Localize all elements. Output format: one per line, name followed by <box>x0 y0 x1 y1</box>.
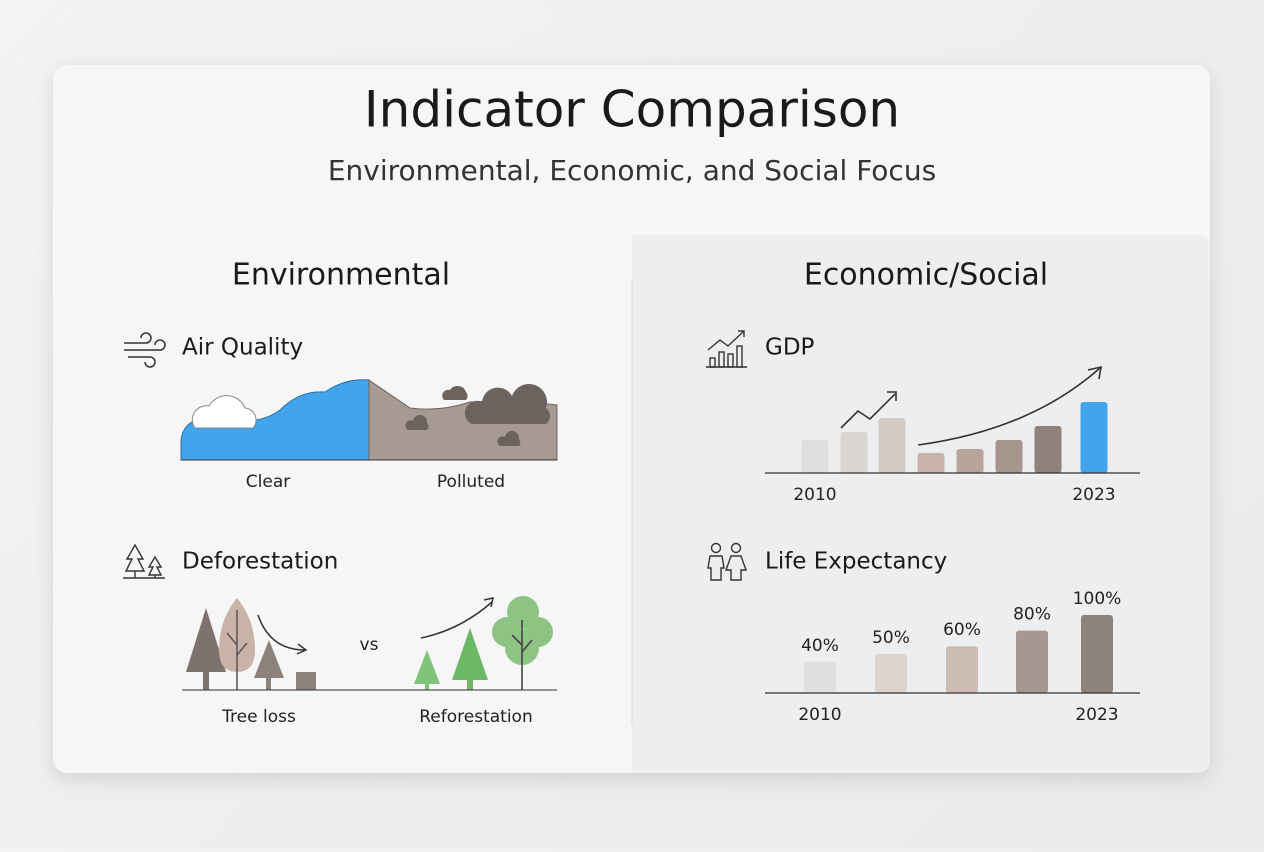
value-label: 100% <box>1073 589 1122 609</box>
wind-icon <box>124 332 166 368</box>
caption: Polluted <box>437 472 505 492</box>
bar <box>801 440 829 473</box>
caption: Tree loss <box>221 707 296 727</box>
bar <box>1034 426 1062 473</box>
tree-loss-illustration <box>186 598 316 690</box>
value-label: 40% <box>801 636 839 656</box>
bar <box>804 661 836 693</box>
section-heading: Economic/Social <box>804 258 1048 293</box>
bar <box>956 449 984 473</box>
trend-arrow <box>917 367 1101 446</box>
title: Indicator Comparison <box>364 81 900 139</box>
section-heading: Environmental <box>232 258 450 293</box>
value-label: 50% <box>872 628 910 648</box>
trend-arrow-head <box>887 391 897 401</box>
indicator-label: GDP <box>765 335 815 361</box>
subtitle: Environmental, Economic, and Social Focu… <box>328 154 936 187</box>
value-label: 80% <box>1013 605 1051 625</box>
trend-arrow <box>840 393 896 429</box>
right-panel <box>632 235 1210 773</box>
bar <box>1080 402 1108 473</box>
vs-label: vs <box>360 635 379 655</box>
caption: Clear <box>246 472 290 492</box>
people-icon <box>707 542 747 581</box>
indicator-label: Air Quality <box>182 335 303 361</box>
smog-clouds <box>405 383 550 446</box>
cloud <box>191 395 257 429</box>
bar <box>840 432 868 473</box>
x-tick-label: 2010 <box>793 485 836 505</box>
trend-arrow-head <box>1087 365 1102 380</box>
reforestation-illustration <box>414 596 553 690</box>
gdp-icon <box>706 330 747 368</box>
bar <box>1081 615 1113 693</box>
indicator-label: Life Expectancy <box>765 549 947 575</box>
bar <box>917 453 945 473</box>
indicator-label: Deforestation <box>182 549 338 575</box>
trees-icon <box>123 543 165 579</box>
bar <box>946 646 978 693</box>
bar <box>878 418 906 473</box>
caption: Reforestation <box>419 707 532 727</box>
bar <box>1016 630 1048 693</box>
x-tick-label: 2010 <box>798 705 841 725</box>
value-label: 60% <box>943 620 981 640</box>
bar <box>875 654 907 693</box>
x-tick-label: 2023 <box>1075 705 1118 725</box>
bar <box>995 440 1023 473</box>
x-tick-label: 2023 <box>1072 485 1115 505</box>
